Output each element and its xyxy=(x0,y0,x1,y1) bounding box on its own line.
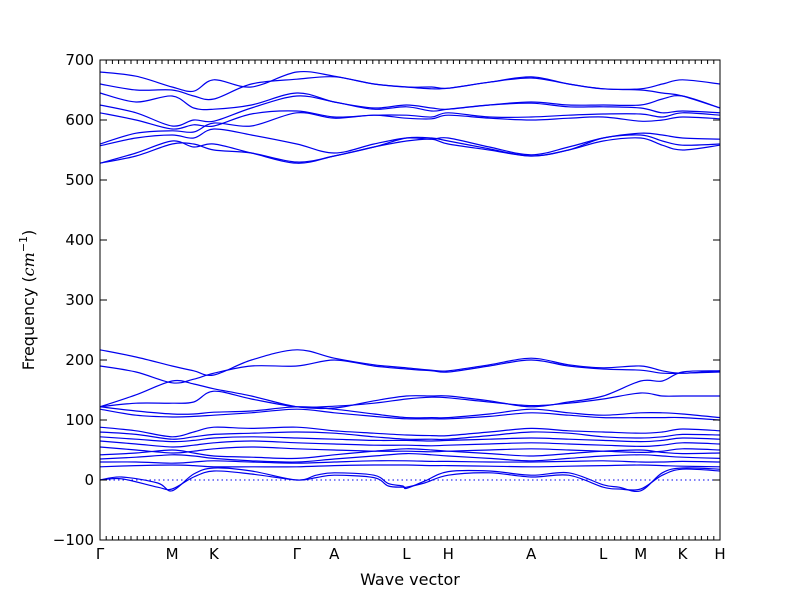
band-line-26 xyxy=(99,467,721,492)
band-line-3 xyxy=(99,92,721,111)
x-tick-label: K xyxy=(209,545,220,563)
x-tick-label: H xyxy=(714,545,725,563)
band-line-25 xyxy=(99,468,721,491)
y-tick-label: 100 xyxy=(65,411,94,429)
band-line-12 xyxy=(99,370,721,410)
x-tick-label: M xyxy=(634,545,647,563)
band-line-2 xyxy=(99,76,721,109)
y-axis-label-unit-exponent: −1 xyxy=(17,236,30,252)
x-tick-label: K xyxy=(678,545,689,563)
band-line-22 xyxy=(99,452,721,463)
band-line-18 xyxy=(99,436,721,443)
band-line-21 xyxy=(99,448,721,460)
band-line-1 xyxy=(99,70,721,93)
band-line-11 xyxy=(99,359,721,384)
x-tick-label: A xyxy=(526,545,537,563)
band-line-5 xyxy=(99,110,721,130)
band-line-10 xyxy=(99,349,721,376)
y-axis-ticks: −100 0 100 200 300 400 500 600 700 xyxy=(53,51,720,549)
x-tick-label: H xyxy=(443,545,454,563)
band-line-7 xyxy=(99,128,721,156)
y-tick-label: 700 xyxy=(65,51,94,69)
x-tick-label: L xyxy=(402,545,411,563)
x-tick-label: M xyxy=(166,545,179,563)
band-line-16 xyxy=(99,426,721,438)
band-line-19 xyxy=(99,440,721,448)
y-axis-label-text: Frequency ( xyxy=(19,276,38,370)
y-tick-label: 200 xyxy=(65,351,94,369)
band-line-14 xyxy=(99,406,721,419)
band-line-13 xyxy=(99,390,720,408)
x-tick-label: Γ xyxy=(96,545,105,563)
y-tick-label: 0 xyxy=(84,471,94,489)
y-axis-label-unit: cm xyxy=(19,252,38,276)
band-line-8 xyxy=(99,134,721,164)
band-line-6 xyxy=(99,112,721,145)
y-tick-label: 300 xyxy=(65,291,94,309)
x-tick-label: Γ xyxy=(293,545,302,563)
x-tick-label: L xyxy=(599,545,608,563)
band-line-17 xyxy=(99,431,721,441)
band-lines xyxy=(99,70,721,492)
band-line-9 xyxy=(99,137,721,164)
y-axis-label: Frequency (cm−1) xyxy=(17,230,38,371)
x-tick-label: A xyxy=(329,545,340,563)
band-line-15 xyxy=(99,408,721,421)
band-line-24 xyxy=(99,464,721,468)
band-line-23 xyxy=(99,460,721,464)
band-line-4 xyxy=(99,95,721,127)
y-tick-label: 400 xyxy=(65,231,94,249)
y-tick-label: −100 xyxy=(53,531,94,549)
y-tick-label: 600 xyxy=(65,111,94,129)
y-axis-label-close: ) xyxy=(19,230,38,236)
y-tick-label: 500 xyxy=(65,171,94,189)
band-line-20 xyxy=(99,446,721,454)
x-axis-label: Wave vector xyxy=(360,570,460,589)
